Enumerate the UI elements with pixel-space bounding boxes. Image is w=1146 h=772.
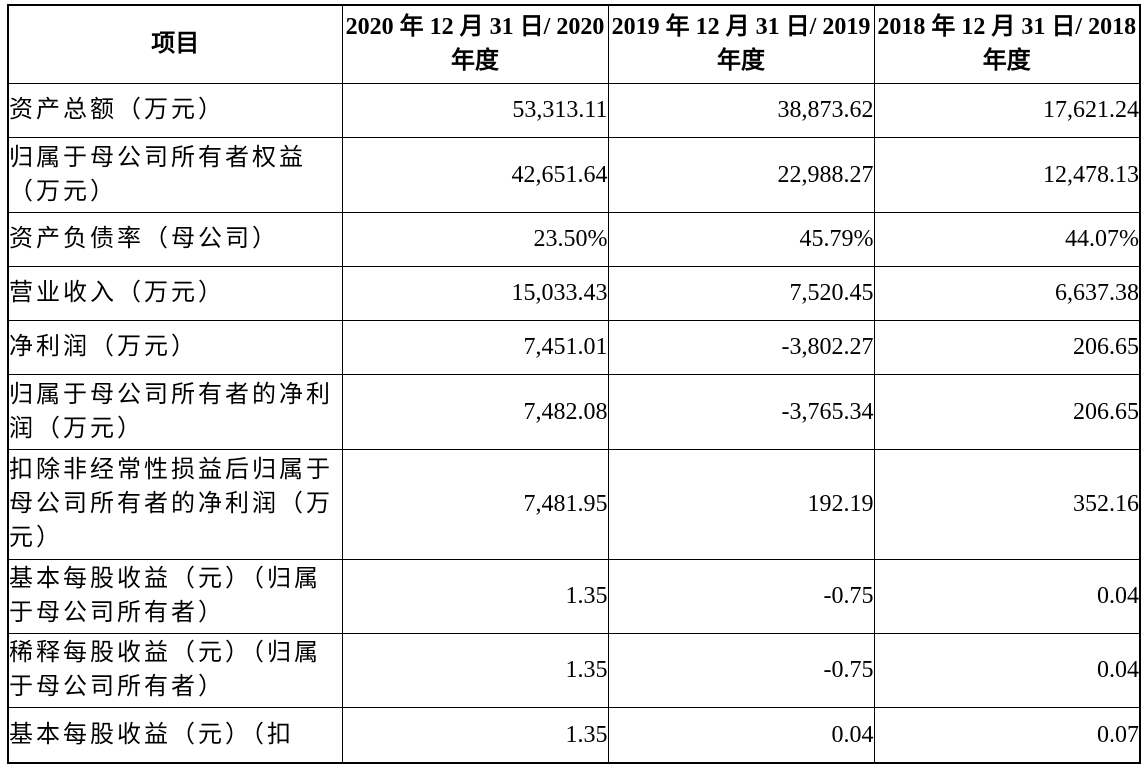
row-label: 资产总额（万元）: [7, 82, 343, 138]
value-2020: 53,313.11: [341, 82, 609, 138]
value-2018: 0.07: [873, 706, 1141, 764]
header-item: 项目: [7, 4, 343, 84]
value-2018: 352.16: [873, 448, 1141, 560]
table-row: 稀释每股收益（元）（归属于母公司所有者） 1.35 -0.75 0.04: [7, 632, 1141, 708]
header-row: 项目 2020 年 12 月 31 日/ 2020 年度 2019 年 12 月…: [7, 4, 1141, 84]
header-2018: 2018 年 12 月 31 日/ 2018 年度: [873, 4, 1141, 84]
row-label: 营业收入（万元）: [7, 265, 343, 321]
value-2018: 206.65: [873, 319, 1141, 375]
value-2020: 42,651.64: [341, 136, 609, 213]
value-2019: 192.19: [607, 448, 875, 560]
row-label: 归属于母公司所有者权益（万元）: [7, 136, 343, 213]
value-2018: 0.04: [873, 558, 1141, 634]
value-2019: 7,520.45: [607, 265, 875, 321]
value-2020: 23.50%: [341, 211, 609, 267]
table-row: 归属于母公司所有者的净利润（万元） 7,482.08 -3,765.34 206…: [7, 373, 1141, 450]
value-2018: 206.65: [873, 373, 1141, 450]
value-2019: 45.79%: [607, 211, 875, 267]
row-label: 基本每股收益（元）（归属于母公司所有者）: [7, 558, 343, 634]
value-2019: -3,802.27: [607, 319, 875, 375]
value-2020: 1.35: [341, 558, 609, 634]
value-2019: 22,988.27: [607, 136, 875, 213]
value-2018: 12,478.13: [873, 136, 1141, 213]
value-2019: -0.75: [607, 558, 875, 634]
table-row: 基本每股收益（元）（扣 1.35 0.04 0.07: [7, 706, 1141, 764]
value-2019: 38,873.62: [607, 82, 875, 138]
value-2018: 6,637.38: [873, 265, 1141, 321]
header-2019: 2019 年 12 月 31 日/ 2019 年度: [607, 4, 875, 84]
table-row: 营业收入（万元） 15,033.43 7,520.45 6,637.38: [7, 265, 1141, 321]
value-2018: 17,621.24: [873, 82, 1141, 138]
table-row: 净利润（万元） 7,451.01 -3,802.27 206.65: [7, 319, 1141, 375]
row-label: 扣除非经常性损益后归属于母公司所有者的净利润（万元）: [7, 448, 343, 560]
value-2020: 7,482.08: [341, 373, 609, 450]
table-row: 基本每股收益（元）（归属于母公司所有者） 1.35 -0.75 0.04: [7, 558, 1141, 634]
value-2019: -3,765.34: [607, 373, 875, 450]
financial-summary-table: 项目 2020 年 12 月 31 日/ 2020 年度 2019 年 12 月…: [7, 4, 1141, 764]
header-2020: 2020 年 12 月 31 日/ 2020 年度: [341, 4, 609, 84]
table-row: 资产总额（万元） 53,313.11 38,873.62 17,621.24: [7, 82, 1141, 138]
value-2020: 1.35: [341, 706, 609, 764]
value-2018: 0.04: [873, 632, 1141, 708]
value-2019: 0.04: [607, 706, 875, 764]
row-label: 稀释每股收益（元）（归属于母公司所有者）: [7, 632, 343, 708]
value-2019: -0.75: [607, 632, 875, 708]
row-label: 基本每股收益（元）（扣: [7, 706, 343, 764]
value-2018: 44.07%: [873, 211, 1141, 267]
table-row: 归属于母公司所有者权益（万元） 42,651.64 22,988.27 12,4…: [7, 136, 1141, 213]
value-2020: 15,033.43: [341, 265, 609, 321]
row-label: 净利润（万元）: [7, 319, 343, 375]
value-2020: 7,481.95: [341, 448, 609, 560]
table-row: 扣除非经常性损益后归属于母公司所有者的净利润（万元） 7,481.95 192.…: [7, 448, 1141, 560]
row-label: 资产负债率（母公司）: [7, 211, 343, 267]
row-label: 归属于母公司所有者的净利润（万元）: [7, 373, 343, 450]
value-2020: 7,451.01: [341, 319, 609, 375]
table-row: 资产负债率（母公司） 23.50% 45.79% 44.07%: [7, 211, 1141, 267]
value-2020: 1.35: [341, 632, 609, 708]
